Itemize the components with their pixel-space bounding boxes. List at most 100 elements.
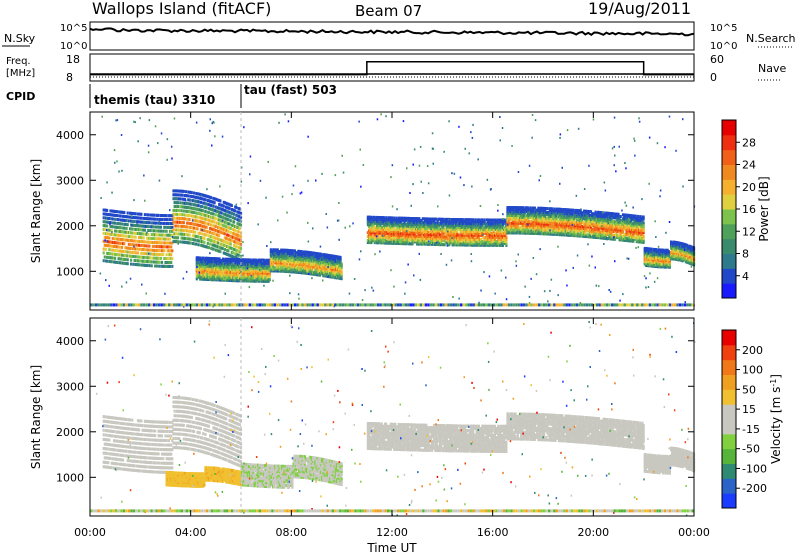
power-cell: [223, 228, 226, 232]
power-cell: [130, 211, 133, 215]
power-cell: [203, 269, 206, 273]
power-cell: [202, 236, 205, 240]
power-cell: [216, 275, 219, 279]
power-cell: [249, 274, 252, 278]
power-cell: [298, 271, 301, 274]
power-cell: [204, 258, 207, 262]
power-cell: [199, 269, 202, 273]
power-cell: [207, 246, 210, 250]
power-cell: [159, 229, 162, 233]
power-cell: [377, 217, 380, 221]
power-cell: [196, 271, 199, 274]
power-cell: [298, 267, 301, 271]
power-cell: [315, 258, 318, 262]
power-cell: [126, 258, 129, 262]
power-cell: [158, 221, 161, 225]
power-cell: [483, 218, 486, 222]
power-cell: [199, 277, 202, 281]
power-cell: [181, 205, 184, 209]
power-cell: [179, 189, 182, 193]
power-cell: [218, 249, 221, 253]
power-cell: [155, 229, 158, 233]
power-cell: [210, 265, 213, 269]
power-cell: [275, 254, 278, 258]
power-cell: [400, 242, 403, 246]
power-cell: [232, 267, 235, 271]
power-cell: [122, 230, 125, 234]
power-cell: [123, 238, 126, 242]
power-cell: [267, 268, 270, 272]
power-cell: [413, 217, 416, 221]
power-cell: [210, 227, 213, 231]
power-cell: [187, 190, 190, 194]
power-cell: [397, 234, 400, 238]
power-cell: [134, 235, 137, 239]
power-cell: [131, 251, 134, 254]
power-cell: [124, 222, 127, 226]
power-cell: [205, 229, 208, 233]
power-cell: [240, 258, 243, 262]
power-cell: [252, 258, 255, 262]
power-cell: [334, 258, 337, 262]
power-cell: [211, 270, 214, 274]
power-cell: [156, 256, 159, 260]
power-cell: [385, 235, 388, 239]
power-cell: [119, 214, 122, 218]
power-cell: [203, 229, 206, 233]
power-cell: [373, 241, 376, 245]
power-cell: [267, 270, 270, 273]
power-cell: [329, 275, 332, 279]
power-cell: [393, 241, 396, 245]
power-cell: [131, 227, 134, 231]
power-cell: [408, 242, 411, 246]
power-cell: [220, 275, 223, 279]
nave-tick-low: 0: [710, 71, 717, 84]
power-cell: [256, 271, 259, 275]
power-cell: [195, 203, 198, 207]
power-cell: [189, 222, 192, 226]
power-cell: [173, 201, 176, 205]
power-cell: [156, 225, 159, 229]
power-cell: [214, 236, 217, 240]
power-cell: [104, 247, 108, 251]
power-cell: [379, 227, 382, 231]
power-cell: [238, 234, 241, 238]
power-cell: [323, 253, 326, 257]
power-cell: [338, 272, 341, 275]
power-cell: [211, 271, 214, 275]
power-cell: [173, 224, 176, 228]
power-cell: [221, 272, 225, 276]
power-cell: [393, 222, 396, 226]
power-cell: [263, 273, 266, 277]
power-cell: [328, 270, 331, 274]
power-cell: [230, 239, 233, 243]
power-cell: [218, 218, 221, 222]
power-cell: [216, 262, 219, 266]
power-cell: [187, 210, 190, 213]
power-cell: [334, 261, 337, 265]
power-cell: [191, 210, 194, 214]
power-cell: [204, 276, 207, 280]
power-cell: [221, 257, 225, 261]
date-label: 19/Aug/2011: [588, 0, 691, 18]
power-cell: [148, 217, 151, 221]
power-cell: [239, 264, 242, 268]
power-cell: [135, 247, 138, 251]
power-cell: [371, 225, 374, 229]
power-cell: [115, 225, 118, 229]
power-cell: [251, 268, 254, 272]
power-cell: [213, 228, 216, 232]
power-cell: [283, 252, 286, 255]
power-cell: [248, 273, 251, 277]
power-cell: [256, 270, 259, 273]
power-cell: [189, 237, 192, 241]
power-cell: [298, 261, 301, 265]
power-cell: [304, 266, 307, 270]
power-cell: [321, 267, 324, 271]
power-cell: [214, 244, 217, 248]
power-cell: [176, 201, 180, 205]
power-cell: [123, 226, 126, 230]
power-cell: [217, 241, 220, 245]
power-cell: [395, 220, 398, 224]
